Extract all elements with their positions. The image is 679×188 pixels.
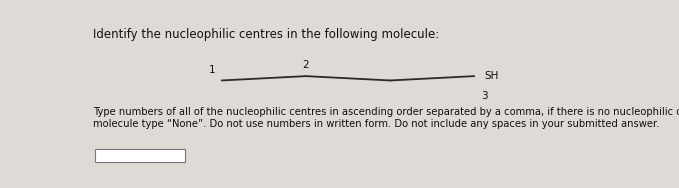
Text: 2: 2: [303, 60, 309, 70]
Text: Type numbers of all of the nucleophilic centres in ascending order separated by : Type numbers of all of the nucleophilic …: [93, 107, 679, 129]
Text: Identify the nucleophilic centres in the following molecule:: Identify the nucleophilic centres in the…: [93, 28, 439, 41]
Text: SH: SH: [485, 71, 499, 81]
Text: 1: 1: [208, 65, 215, 75]
Text: 3: 3: [481, 91, 488, 101]
Bar: [95, 149, 185, 161]
